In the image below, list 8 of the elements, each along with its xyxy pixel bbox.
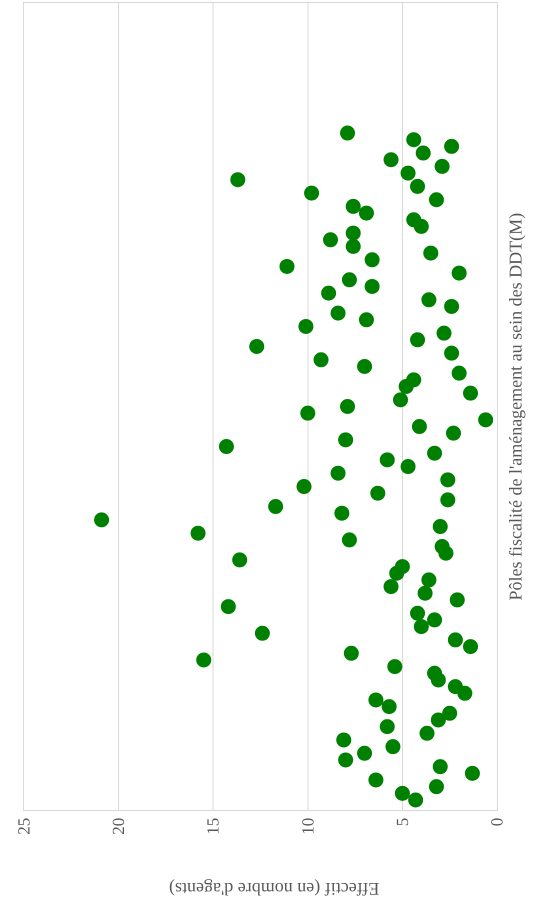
- x-tick-label: 20: [109, 818, 128, 835]
- x-tick-label: 5: [392, 818, 412, 826]
- x-axis-title: Effectif (en nombre d'agents): [169, 878, 380, 899]
- x-tick-label: 15: [204, 818, 223, 835]
- x-tick-label: 25: [14, 818, 34, 835]
- x-tick-label: 10: [298, 818, 318, 835]
- x-tick-label: 0: [488, 818, 507, 826]
- y-axis-title: Pôles fiscalité de l'aménagement au sein des DDT(M): [506, 212, 526, 600]
